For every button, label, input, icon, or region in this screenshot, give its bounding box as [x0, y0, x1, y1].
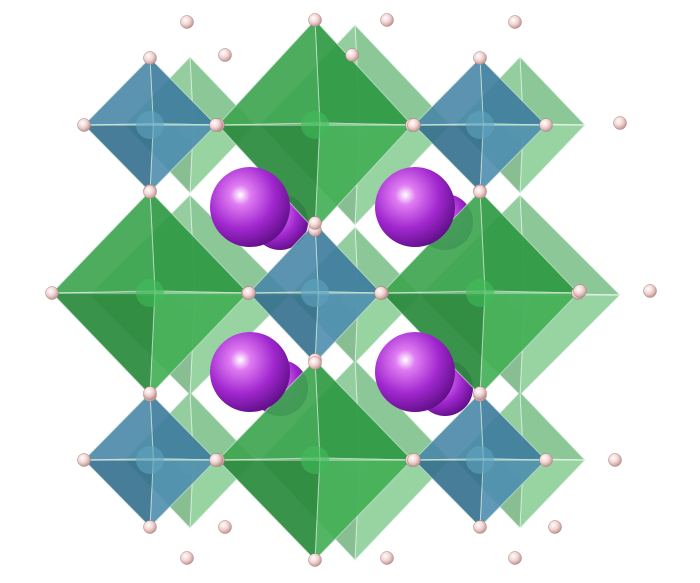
- anion-atom: [218, 520, 232, 534]
- anion-atom: [608, 453, 622, 467]
- metal-center: [466, 279, 494, 307]
- anion-atom: [308, 553, 322, 567]
- anion-atom: [143, 386, 157, 400]
- anion-atom: [374, 286, 388, 300]
- anion-atom: [548, 520, 562, 534]
- anion-atom: [508, 551, 522, 565]
- octahedron-face: [216, 358, 321, 461]
- anion-atom: [180, 551, 194, 565]
- anion-atom: [473, 386, 487, 400]
- octahedron-blue: [82, 56, 218, 194]
- metal-center: [301, 111, 329, 139]
- metal-center: [136, 446, 164, 474]
- cation-atom: [210, 332, 290, 412]
- anion-atom: [45, 286, 59, 300]
- anion-atom: [143, 520, 157, 534]
- anion-atom: [473, 520, 487, 534]
- metal-center: [301, 279, 329, 307]
- anion-atom: [143, 185, 157, 199]
- anion-atom: [345, 48, 359, 62]
- anion-atom: [308, 13, 322, 27]
- anion-atom: [643, 284, 657, 298]
- anion-atom: [613, 116, 627, 130]
- metal-center: [466, 111, 494, 139]
- anion-atom: [380, 13, 394, 27]
- front-layer: [50, 18, 580, 562]
- octahedron-face: [216, 18, 321, 126]
- anion-atom: [573, 284, 587, 298]
- anion-atom: [539, 118, 553, 132]
- anion-atom: [473, 185, 487, 199]
- anion-atom: [539, 453, 553, 467]
- metal-center: [136, 279, 164, 307]
- octahedron-blue: [412, 391, 548, 529]
- octahedron-green: [50, 189, 250, 397]
- anion-atom: [180, 15, 194, 29]
- anion-atom: [508, 15, 522, 29]
- anion-atom: [380, 551, 394, 565]
- anion-atom: [218, 48, 232, 62]
- octahedron-blue: [247, 221, 383, 365]
- anion-atom: [77, 453, 91, 467]
- octahedron-face: [519, 123, 587, 195]
- anion-atom: [308, 216, 322, 230]
- cation-atom: [375, 332, 455, 412]
- octahedron-blue: [82, 391, 218, 529]
- cation-atom: [210, 167, 290, 247]
- anion-atom: [308, 356, 322, 370]
- anion-atoms: [45, 13, 657, 567]
- octahedron-blue: [412, 56, 548, 194]
- anion-atom: [407, 118, 421, 132]
- anion-atom: [77, 118, 91, 132]
- metal-center: [136, 111, 164, 139]
- octahedron-green: [216, 358, 414, 562]
- metal-center: [466, 446, 494, 474]
- anion-atom: [209, 453, 223, 467]
- anion-atom: [143, 51, 157, 65]
- anion-atom: [473, 51, 487, 65]
- metal-center: [301, 446, 329, 474]
- anion-atom: [209, 118, 223, 132]
- cation-atom: [375, 167, 455, 247]
- anion-atom: [242, 286, 256, 300]
- anion-atom: [407, 453, 421, 467]
- octahedron-face: [50, 189, 156, 294]
